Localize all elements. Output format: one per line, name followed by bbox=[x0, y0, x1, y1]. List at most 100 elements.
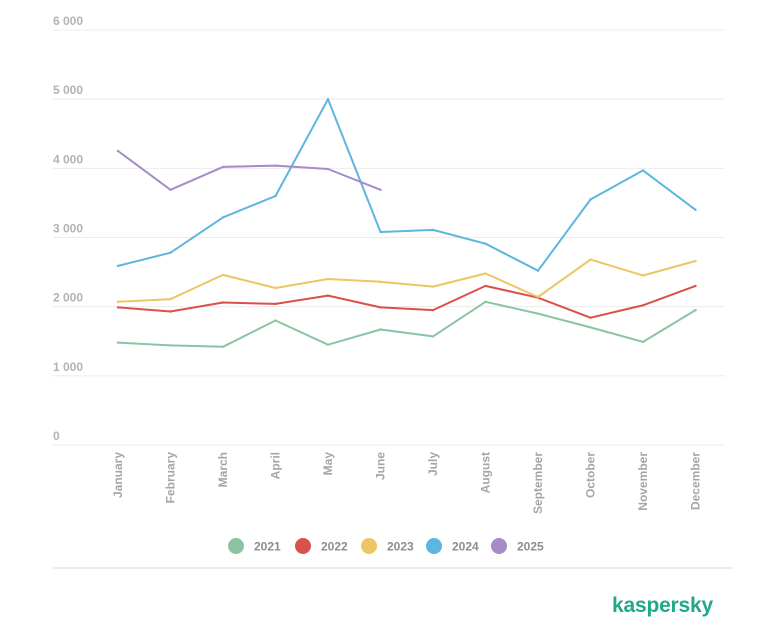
series-line-2021 bbox=[117, 300, 697, 348]
x-axis: January February March April May June July Augu… bbox=[111, 452, 703, 514]
data-point-2024 bbox=[116, 264, 120, 268]
data-point-2022 bbox=[326, 294, 330, 297]
data-point-2021 bbox=[694, 308, 697, 312]
data-point-2024 bbox=[169, 251, 172, 254]
data-point-2021 bbox=[484, 300, 487, 303]
data-point-2021 bbox=[221, 345, 225, 348]
data-point-2022 bbox=[589, 316, 592, 319]
data-point-2024 bbox=[221, 216, 225, 219]
data-point-2023 bbox=[169, 297, 172, 301]
y-tick-label: 5 000 bbox=[53, 83, 83, 97]
x-tick-label: August bbox=[479, 452, 493, 493]
kaspersky-logo: kaspersky bbox=[612, 594, 713, 617]
data-point-2025 bbox=[326, 167, 330, 171]
data-point-2023 bbox=[484, 272, 487, 275]
y-tick-label: 4 000 bbox=[53, 152, 83, 166]
data-point-2021 bbox=[379, 328, 382, 331]
x-tick-label: April bbox=[269, 452, 283, 479]
data-point-2024 bbox=[431, 228, 435, 232]
legend-label: 2021 bbox=[254, 540, 281, 554]
legend-swatch bbox=[491, 538, 507, 554]
x-tick-label: November bbox=[636, 452, 650, 511]
data-point-2023 bbox=[641, 274, 645, 277]
data-point-2023 bbox=[326, 277, 330, 281]
data-point-2023 bbox=[694, 259, 697, 263]
data-point-2024 bbox=[379, 230, 382, 234]
x-tick-label: January bbox=[111, 452, 125, 498]
data-point-2021 bbox=[431, 335, 435, 338]
legend-item-2023: 2023 bbox=[361, 538, 414, 554]
data-point-2021 bbox=[326, 343, 330, 346]
data-point-2023 bbox=[431, 285, 435, 288]
x-tick-label: September bbox=[531, 452, 545, 514]
data-point-2024 bbox=[274, 194, 277, 198]
data-point-2021 bbox=[274, 319, 277, 322]
x-tick-label: October bbox=[584, 452, 598, 498]
x-tick-label: March bbox=[216, 452, 230, 487]
data-point-2022 bbox=[694, 284, 697, 288]
legend-swatch bbox=[228, 538, 244, 554]
data-point-2024 bbox=[326, 98, 330, 101]
series-line-2023 bbox=[117, 258, 697, 303]
legend-item-2021: 2021 bbox=[228, 538, 281, 554]
y-tick-label: 2 000 bbox=[53, 291, 83, 305]
series-layer bbox=[116, 98, 697, 348]
legend-label: 2023 bbox=[387, 540, 414, 554]
x-tick-label: February bbox=[164, 452, 178, 504]
data-point-2025 bbox=[274, 164, 277, 167]
data-point-2023 bbox=[221, 273, 225, 277]
x-tick-label: July bbox=[426, 452, 440, 476]
data-point-2023 bbox=[536, 295, 540, 299]
legend-swatch bbox=[426, 538, 442, 554]
legend-item-2025: 2025 bbox=[491, 538, 544, 554]
legend-label: 2024 bbox=[452, 540, 479, 554]
data-point-2023 bbox=[274, 286, 277, 290]
data-point-2024 bbox=[694, 208, 697, 211]
data-point-2022 bbox=[221, 301, 225, 304]
x-tick-label: May bbox=[321, 452, 335, 476]
legend-item-2024: 2024 bbox=[426, 538, 479, 554]
data-point-2021 bbox=[169, 344, 172, 347]
legend: 2021 2022 2023 2024 2025 bbox=[228, 538, 544, 554]
y-tick-label: 1 000 bbox=[53, 360, 83, 374]
data-point-2022 bbox=[169, 310, 172, 313]
y-axis: 0 1 000 2 000 3 000 4 000 5 000 6 000 bbox=[53, 14, 83, 443]
data-point-2025 bbox=[379, 188, 382, 191]
data-point-2022 bbox=[484, 284, 487, 288]
legend-label: 2025 bbox=[517, 540, 544, 554]
data-point-2022 bbox=[641, 304, 645, 307]
data-point-2023 bbox=[589, 258, 592, 261]
legend-swatch bbox=[295, 538, 311, 554]
data-point-2024 bbox=[484, 242, 487, 245]
y-tick-label: 0 bbox=[53, 429, 60, 443]
series-line-2022 bbox=[117, 284, 697, 319]
data-point-2023 bbox=[116, 300, 120, 303]
data-point-2022 bbox=[431, 308, 435, 312]
x-tick-label: June bbox=[374, 452, 388, 480]
grid-layer bbox=[53, 29, 725, 446]
data-point-2022 bbox=[379, 306, 382, 309]
x-tick-label: December bbox=[689, 452, 703, 510]
y-tick-label: 6 000 bbox=[53, 14, 83, 28]
legend-label: 2022 bbox=[321, 540, 348, 554]
data-point-2024 bbox=[536, 269, 540, 272]
data-point-2021 bbox=[589, 326, 592, 329]
data-point-2025 bbox=[221, 165, 225, 169]
data-point-2024 bbox=[641, 169, 645, 172]
legend-swatch bbox=[361, 538, 377, 554]
data-point-2021 bbox=[641, 340, 645, 344]
data-point-2021 bbox=[116, 341, 120, 344]
data-point-2023 bbox=[379, 280, 382, 283]
data-point-2022 bbox=[116, 306, 120, 309]
data-point-2025 bbox=[116, 149, 120, 153]
series-line-2025 bbox=[117, 150, 382, 191]
legend-item-2022: 2022 bbox=[295, 538, 348, 554]
series-line-2024 bbox=[117, 98, 697, 272]
data-point-2024 bbox=[589, 198, 592, 201]
data-point-2021 bbox=[536, 312, 540, 315]
y-tick-label: 3 000 bbox=[53, 222, 83, 236]
data-point-2022 bbox=[274, 302, 277, 306]
data-point-2025 bbox=[169, 188, 172, 191]
